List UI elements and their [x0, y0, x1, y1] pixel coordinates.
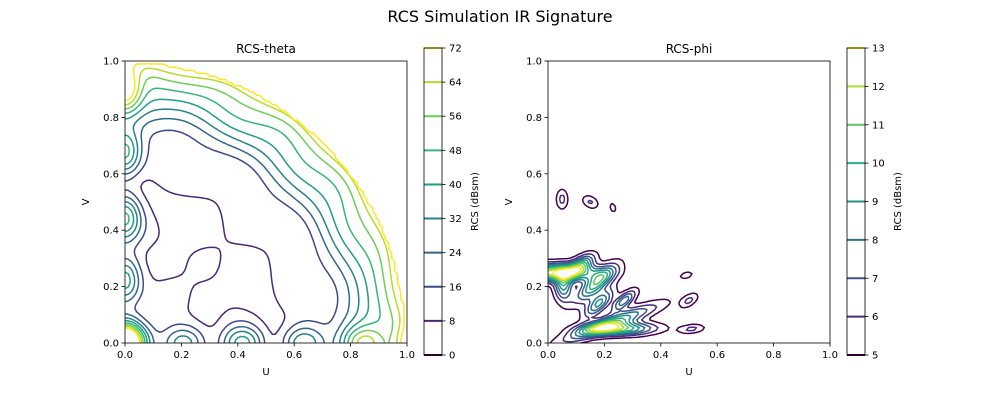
y-axis-label: V [81, 198, 92, 205]
x-tick-label: 0.6 [709, 350, 725, 361]
contour-lines [125, 63, 405, 343]
colorbar-tick-label: 72 [449, 44, 462, 55]
contour-level-13 [552, 266, 620, 332]
y-tick-label: 1.0 [526, 57, 542, 68]
x-tick-label: 0.8 [343, 350, 359, 361]
x-tick-label: 0.0 [117, 350, 133, 361]
colorbar-tick-label: 12 [872, 82, 885, 93]
colorbar-frame [846, 47, 866, 356]
x-tick-label: 0.8 [766, 350, 782, 361]
x-tick-label: 1.0 [822, 350, 838, 361]
colorbar-tick-label: 10 [872, 159, 885, 170]
contour-lines [548, 188, 706, 343]
colorbar-tick-label: 24 [449, 248, 462, 259]
contour-level-11 [548, 262, 630, 334]
plot-frame [124, 60, 408, 344]
contour-level-32 [125, 108, 360, 343]
contour-level-56 [125, 76, 394, 343]
figure-title: RCS Simulation IR Signature [387, 7, 612, 26]
colorbar-tick-label: 0 [449, 351, 455, 362]
x-tick-label: 0.0 [540, 350, 556, 361]
y-tick-label: 0.2 [526, 282, 542, 293]
contour-level-24 [125, 117, 351, 343]
colorbar-tick-label: 16 [449, 282, 462, 293]
colorbar-tick-label: 8 [449, 316, 455, 327]
x-tick-label: 0.4 [653, 350, 669, 361]
contour-level-6 [548, 194, 698, 343]
x-axis-label: U [685, 367, 692, 378]
x-axis-label: U [262, 367, 269, 378]
contour-level-7 [548, 255, 652, 340]
contour-level-10 [548, 261, 635, 335]
y-axis-label: V [504, 198, 515, 205]
chart-phi: 0.0 0.2 0.4 0.6 0.8 1.0 0.0 0.2 0.4 0.6 0.8 1.0 RCS-… [504, 42, 904, 378]
colorbar-tick-label: 32 [449, 214, 462, 225]
contour-level-16 [125, 129, 339, 343]
colorbar-tick-label: 13 [872, 44, 885, 55]
contour-level-8 [548, 257, 646, 338]
colorbar: 0 8 16 24 32 40 48 56 64 72 RCS (dBsm) [423, 44, 481, 362]
colorbar-tick-label: 8 [872, 235, 878, 246]
colorbar-tick-label: 5 [872, 351, 878, 362]
colorbar-label: RCS (dBsm) [470, 172, 481, 231]
contour-level-40 [125, 98, 370, 343]
x-tick-label: 0.2 [173, 350, 189, 361]
x-tick-label: 0.4 [230, 350, 246, 361]
colorbar-tick-label: 6 [872, 312, 878, 323]
x-tick-label: 0.2 [596, 350, 612, 361]
chart-theta: 0.0 0.2 0.4 0.6 0.8 1.0 0.0 0.2 0.4 0.6 0.8 1.0 RCS-… [81, 42, 481, 378]
contour-level-8 [140, 179, 286, 335]
contour-level-12 [548, 264, 625, 333]
y-tick-label: 0.8 [526, 113, 542, 124]
chart-title: RCS-theta [236, 42, 296, 56]
contour-level-9 [548, 259, 640, 336]
plot-frame [547, 60, 831, 344]
y-tick-label: 0.6 [526, 169, 542, 180]
colorbar-label: RCS (dBsm) [893, 172, 904, 231]
y-tick-label: 0.8 [103, 113, 119, 124]
x-tick-label: 0.6 [286, 350, 302, 361]
colorbar-tick-label: 64 [449, 78, 462, 89]
y-tick-label: 0.4 [103, 226, 119, 237]
colorbar-tick-label: 48 [449, 146, 462, 157]
chart-title: RCS-phi [666, 42, 713, 56]
colorbar-tick-label: 7 [872, 274, 878, 285]
colorbar-tick-label: 11 [872, 120, 885, 131]
x-tick-label: 1.0 [399, 350, 415, 361]
colorbar-tick-label: 56 [449, 112, 462, 123]
y-tick-label: 0.6 [103, 169, 119, 180]
y-tick-label: 1.0 [103, 57, 119, 68]
colorbar-tick-label: 9 [872, 197, 878, 208]
colorbar-tick-label: 40 [449, 180, 462, 191]
y-tick-label: 0.0 [526, 339, 542, 350]
chart-panels: 0.0 0.2 0.4 0.6 0.8 1.0 0.0 0.2 0.4 0.6 0.8 1.0 RCS-… [81, 42, 904, 378]
y-tick-label: 0.4 [526, 226, 542, 237]
y-tick-label: 0.0 [103, 339, 119, 350]
colorbar: 5 6 7 8 9 10 11 12 13 RCS (dBsm) [846, 44, 904, 362]
colorbar-frame [423, 47, 443, 356]
contour-level-72 [125, 63, 405, 343]
contour-level-48 [125, 87, 381, 343]
y-tick-label: 0.2 [103, 282, 119, 293]
